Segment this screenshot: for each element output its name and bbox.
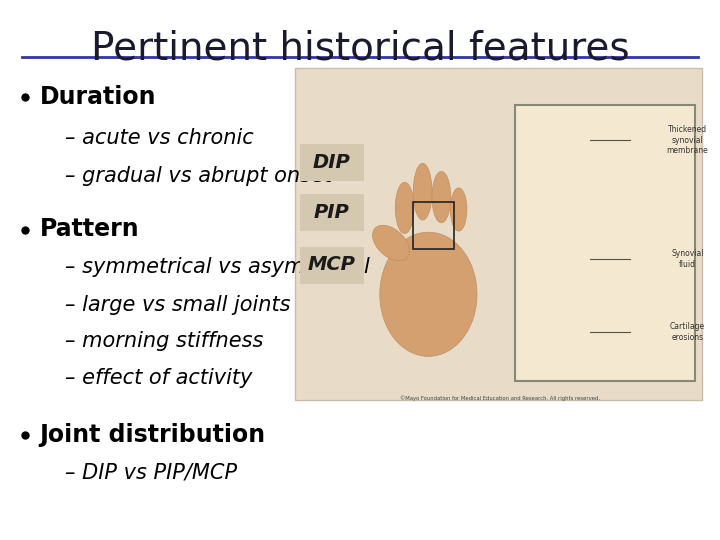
Text: – large vs small joints: – large vs small joints [65,295,290,315]
Ellipse shape [451,188,467,231]
Text: Cartilage
erosions: Cartilage erosions [670,322,705,342]
Text: Thickened
synovial
membrane: Thickened synovial membrane [667,125,708,156]
FancyBboxPatch shape [300,247,364,284]
Ellipse shape [432,172,451,222]
Ellipse shape [395,183,414,233]
Ellipse shape [372,225,410,261]
Text: – morning stiffness: – morning stiffness [65,331,264,352]
Ellipse shape [413,163,432,220]
FancyBboxPatch shape [295,68,702,400]
Text: Pertinent historical features: Pertinent historical features [91,30,629,68]
FancyBboxPatch shape [515,105,695,381]
Ellipse shape [380,232,477,356]
Text: Pattern: Pattern [40,218,139,241]
Text: – acute vs chronic: – acute vs chronic [65,127,253,148]
Text: PIP: PIP [313,202,349,222]
Text: ©Mayo Foundation for Medical Education and Research. All rights reserved.: ©Mayo Foundation for Medical Education a… [400,395,600,401]
Text: Joint distribution: Joint distribution [40,423,266,447]
Text: MCP: MCP [307,255,355,274]
Text: – effect of activity: – effect of activity [65,368,252,388]
FancyBboxPatch shape [300,194,364,231]
Text: – gradual vs abrupt onset: – gradual vs abrupt onset [65,165,332,186]
Text: – symmetrical vs asymetrical: – symmetrical vs asymetrical [65,257,369,278]
Text: Synovial
fluid: Synovial fluid [671,249,704,269]
Text: Duration: Duration [40,85,156,109]
Text: – DIP vs PIP/MCP: – DIP vs PIP/MCP [65,462,237,483]
Text: DIP: DIP [312,152,350,172]
FancyBboxPatch shape [300,144,364,181]
